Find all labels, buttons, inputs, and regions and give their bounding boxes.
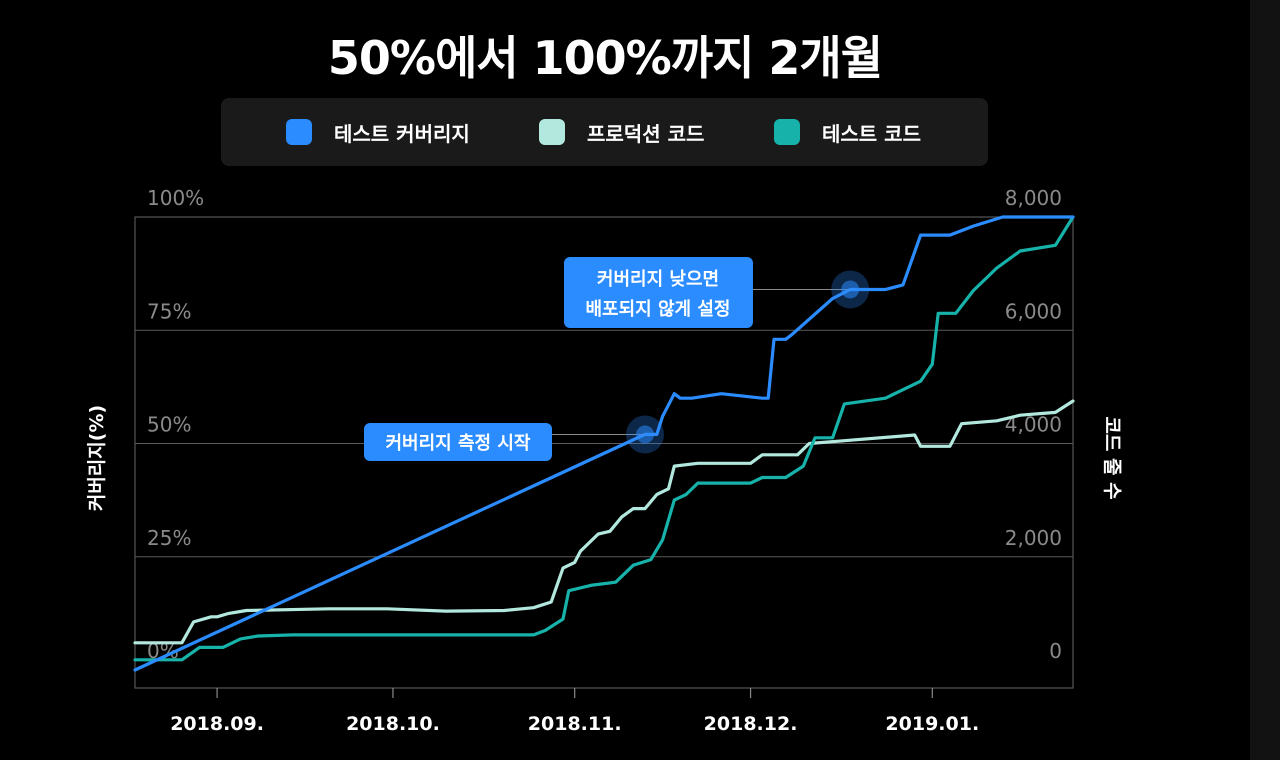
- y-axis-title: 커버리지(%): [86, 405, 108, 511]
- legend-swatch-test-coverage: [286, 119, 312, 145]
- test-coverage-line: [133, 215, 1075, 672]
- y2-axis-title: 코드 줄 수: [1101, 416, 1123, 499]
- legend-swatch-production-code: [539, 119, 565, 145]
- y-tick-label: 75%: [147, 299, 191, 323]
- x-tick-label: 2018.10.: [346, 713, 440, 735]
- legend: 테스트 커버리지 프로덕션 코드 테스트 코드: [221, 98, 988, 166]
- legend-swatch-test-code: [774, 119, 800, 145]
- legend-label-test-code: 테스트 코드: [822, 121, 921, 146]
- x-tick-label: 2018.11.: [528, 713, 622, 735]
- scrollbar-track[interactable]: [1250, 0, 1280, 760]
- test-code-line: [133, 215, 1075, 662]
- annotation-marker: [841, 280, 860, 299]
- y-tick-label: 25%: [147, 526, 191, 550]
- x-tick-label: 2019.01.: [885, 713, 979, 735]
- legend-item-test-code: 테스트 코드: [774, 98, 921, 166]
- y2-tick-label: 2,000: [1005, 526, 1062, 550]
- y2-tick-label: 8,000: [1005, 186, 1062, 210]
- legend-item-production-code: 프로덕션 코드: [539, 98, 704, 166]
- legend-label-test-coverage: 테스트 커버리지: [334, 121, 470, 146]
- y-tick-label: 100%: [147, 186, 204, 210]
- chart-title: 50%에서 100%까지 2개월: [327, 31, 883, 85]
- annotation-box: [364, 423, 552, 461]
- legend-item-test-coverage: 테스트 커버리지: [286, 98, 470, 166]
- annotation-label: 배포되지 않게 설정: [585, 299, 730, 320]
- y2-tick-label: 6,000: [1005, 299, 1062, 323]
- y-tick-label: 50%: [147, 413, 191, 437]
- annotation-marker: [636, 425, 655, 444]
- legend-label-production-code: 프로덕션 코드: [587, 121, 705, 146]
- production-code-line: [133, 399, 1075, 645]
- x-tick-label: 2018.09.: [170, 713, 264, 735]
- annotation-box: [564, 257, 753, 328]
- x-tick-label: 2018.12.: [704, 713, 798, 735]
- y2-tick-label: 0: [1049, 639, 1062, 663]
- annotation-label: 커버리지 측정 시작: [385, 433, 530, 454]
- plot-frame: [134, 216, 1074, 689]
- annotation-label: 커버리지 낮으면: [597, 269, 719, 290]
